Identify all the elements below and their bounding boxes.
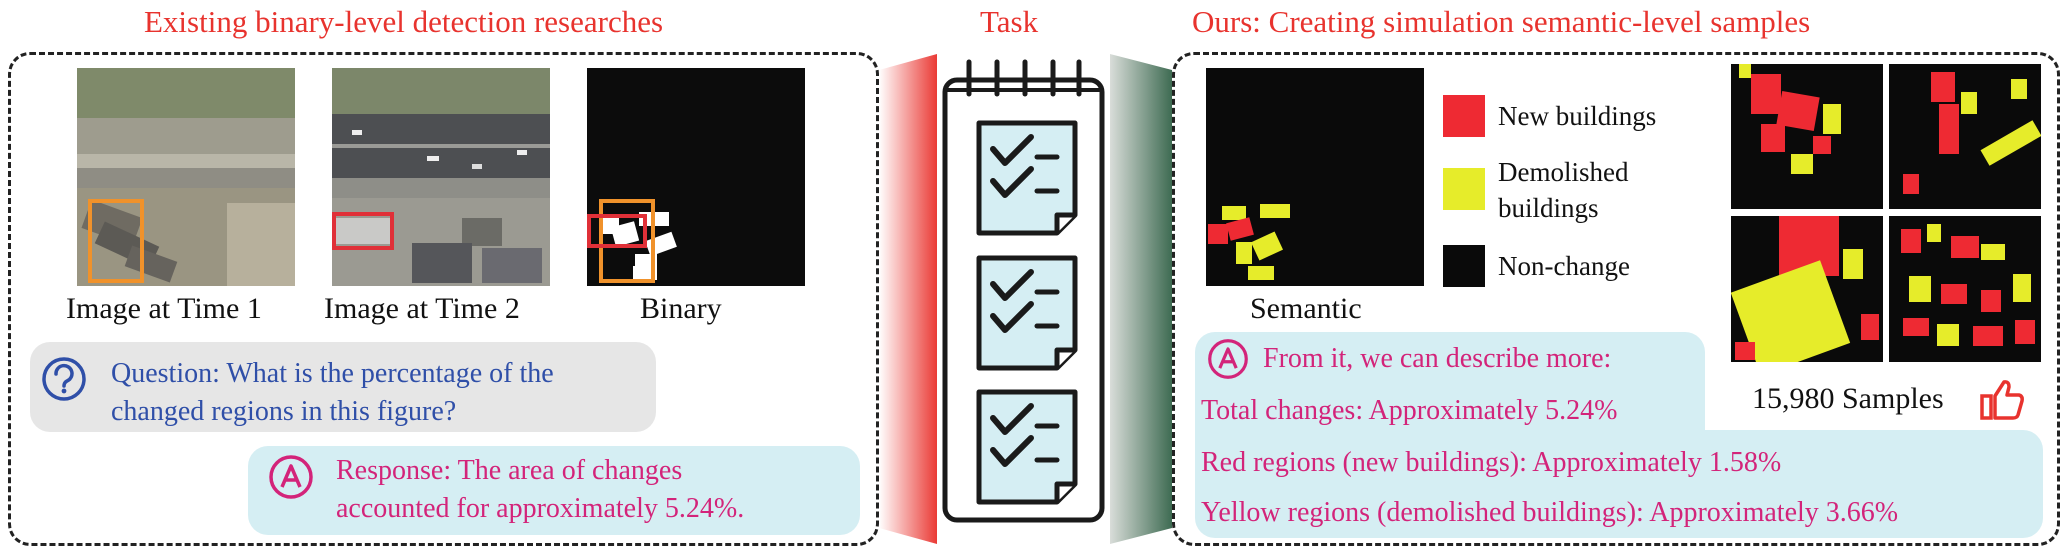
response-line-2: accounted for approximately 5.24%. xyxy=(336,493,745,524)
response-bubble xyxy=(248,446,860,535)
right-header: Ours: Creating simulation semantic-level… xyxy=(1192,4,1811,39)
legend-label-demolished-1: Demolished xyxy=(1498,157,1629,187)
describe-yellow: Yellow regions (demolished buildings): A… xyxy=(1201,497,1899,528)
right-connector xyxy=(1110,52,1172,546)
legend-label-demolished-2: buildings xyxy=(1498,193,1599,223)
thumbs-up-icon xyxy=(1979,378,2025,422)
legend-label-nonchange: Non-change xyxy=(1498,251,1630,281)
caption-binary: Binary xyxy=(640,292,722,325)
answer-icon xyxy=(1207,338,1249,380)
sample-tile-3 xyxy=(1731,216,1883,362)
question-line-2: changed regions in this figure? xyxy=(111,396,457,427)
checklist-icon xyxy=(937,54,1110,528)
describe-bubble-bottom xyxy=(1195,430,2043,538)
caption-time-2: Image at Time 2 xyxy=(324,292,520,325)
image-time-2 xyxy=(332,68,550,286)
sample-tile-1 xyxy=(1731,64,1883,209)
response-line-1: Response: The area of changes xyxy=(336,455,683,486)
describe-bubble-top xyxy=(1195,332,1705,442)
sample-tile-4 xyxy=(1889,216,2041,362)
caption-time-1: Image at Time 1 xyxy=(66,292,262,325)
legend-swatch-new xyxy=(1443,95,1485,137)
semantic-map xyxy=(1206,68,1424,286)
left-panel xyxy=(8,52,879,546)
legend-swatch-nonchange xyxy=(1443,245,1485,287)
describe-total: Total changes: Approximately 5.24% xyxy=(1201,395,1618,426)
caption-semantic: Semantic xyxy=(1250,292,1362,325)
samples-caption: 15,980 Samples xyxy=(1752,382,1944,415)
question-bubble xyxy=(30,342,656,432)
image-binary xyxy=(587,68,805,286)
right-panel xyxy=(1172,52,2060,546)
task-header: Task xyxy=(980,4,1039,39)
sample-tile-2 xyxy=(1889,64,2041,209)
question-icon xyxy=(41,356,87,402)
sample-grid xyxy=(1731,64,2041,362)
question-line-1: Question: What is the percentage of the xyxy=(111,358,554,389)
left-header: Existing binary-level detection research… xyxy=(144,4,664,39)
describe-intro: From it, we can describe more: xyxy=(1263,343,1612,374)
left-connector xyxy=(879,52,937,546)
legend-label-new: New buildings xyxy=(1498,101,1657,131)
describe-red: Red regions (new buildings): Approximate… xyxy=(1201,447,1782,478)
legend-swatch-demolished xyxy=(1443,168,1485,210)
answer-icon xyxy=(268,454,314,500)
image-time-1 xyxy=(77,68,295,286)
